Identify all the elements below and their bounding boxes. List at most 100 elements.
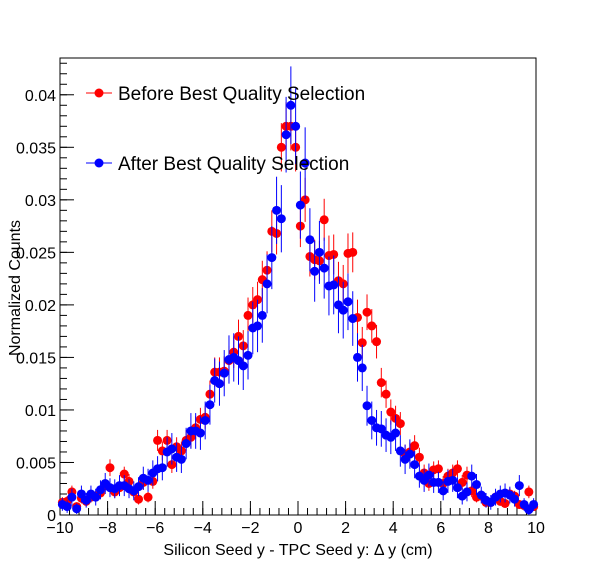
data-point — [448, 475, 458, 485]
data-point — [395, 419, 405, 429]
data-point — [181, 439, 191, 449]
data-point — [524, 487, 534, 497]
data-point — [329, 280, 339, 290]
data-point — [357, 338, 367, 348]
data-point — [143, 492, 153, 502]
data-point — [319, 215, 329, 225]
data-point — [314, 247, 324, 257]
x-axis-title: Silicon Seed y - TPC Seed y: Δ y (cm) — [163, 542, 432, 559]
data-point — [276, 214, 286, 224]
data-point — [381, 389, 391, 399]
data-point — [134, 482, 144, 492]
data-point — [452, 483, 462, 493]
data-point — [195, 428, 205, 438]
y-tick-label: 0.03 — [25, 193, 56, 210]
data-point — [257, 310, 267, 320]
data-point — [514, 481, 524, 491]
data-point — [348, 247, 358, 257]
data-point — [424, 470, 434, 480]
y-tick-label: 0.025 — [16, 245, 56, 262]
data-point — [367, 415, 377, 425]
y-tick-label: 0.005 — [16, 455, 56, 472]
data-point — [214, 379, 224, 389]
data-point — [291, 121, 301, 131]
data-point — [276, 142, 286, 152]
legend-label: After Best Quality Selection — [118, 154, 349, 175]
data-point — [105, 463, 115, 473]
data-point — [157, 463, 167, 473]
data-point — [529, 499, 539, 509]
data-point — [410, 441, 420, 451]
data-point — [310, 266, 320, 276]
x-tick-label: 2 — [341, 520, 350, 537]
data-point — [357, 363, 367, 373]
y-axis: 0 0.005 0.01 0.015 0.02 0.025 0.03 0.035 0.04 — [16, 62, 74, 525]
data-point — [376, 378, 386, 388]
data-point — [167, 444, 177, 454]
data-point — [452, 464, 462, 474]
data-point — [295, 200, 305, 210]
data-point — [238, 361, 248, 371]
data-point — [376, 424, 386, 434]
data-point — [410, 460, 420, 470]
data-point — [243, 310, 253, 320]
data-point — [200, 415, 210, 425]
x-tick-label: 6 — [436, 520, 445, 537]
data-point — [62, 502, 72, 512]
x-tick-label: −4 — [194, 520, 212, 537]
data-point — [348, 314, 358, 324]
data-point — [438, 486, 448, 496]
data-point — [467, 471, 477, 481]
data-point — [433, 464, 443, 474]
data-point — [329, 249, 339, 259]
data-point — [372, 337, 382, 347]
data-point — [367, 321, 377, 331]
y-tick-label: 0.01 — [25, 403, 56, 420]
data-point — [386, 407, 396, 417]
data-point — [253, 321, 263, 331]
data-point — [119, 469, 129, 479]
data-point — [286, 100, 296, 110]
x-tick-label: 0 — [294, 520, 303, 537]
data-point — [134, 494, 144, 504]
legend-marker — [94, 158, 104, 168]
data-point — [143, 475, 153, 485]
data-point — [319, 263, 329, 273]
data-point — [262, 279, 272, 289]
data-point — [433, 477, 443, 487]
data-point — [176, 454, 186, 464]
data-point — [153, 435, 163, 445]
data-point — [72, 504, 82, 514]
x-tick-label: 8 — [484, 520, 493, 537]
x-tick-label: −8 — [98, 520, 116, 537]
y-axis-title: Normalized Counts — [7, 220, 24, 356]
y-tick-label: 0 — [47, 508, 56, 525]
data-point — [219, 368, 229, 378]
data-point — [281, 130, 291, 140]
data-point — [205, 400, 215, 410]
legend: Before Best Quality Selection After Best … — [86, 84, 365, 175]
x-tick-label: 10 — [527, 520, 545, 537]
data-point — [267, 253, 277, 263]
series-after — [57, 66, 539, 515]
x-tick-label: −6 — [146, 520, 164, 537]
data-point — [362, 401, 372, 411]
data-point — [300, 158, 310, 168]
y-tick-label: 0.015 — [16, 350, 56, 367]
data-point — [338, 305, 348, 315]
data-point — [510, 494, 520, 504]
data-point — [343, 297, 353, 307]
data-point — [405, 449, 415, 459]
data-point — [95, 485, 105, 495]
data-point — [67, 492, 77, 502]
data-point — [81, 495, 91, 505]
legend-label: Before Best Quality Selection — [118, 84, 365, 105]
data-point — [472, 480, 481, 490]
data-point — [305, 235, 315, 245]
y-tick-label: 0.035 — [16, 140, 56, 157]
x-tick-label: 4 — [389, 520, 398, 537]
data-point — [243, 350, 253, 360]
data-point — [500, 498, 510, 508]
data-point — [414, 452, 424, 462]
